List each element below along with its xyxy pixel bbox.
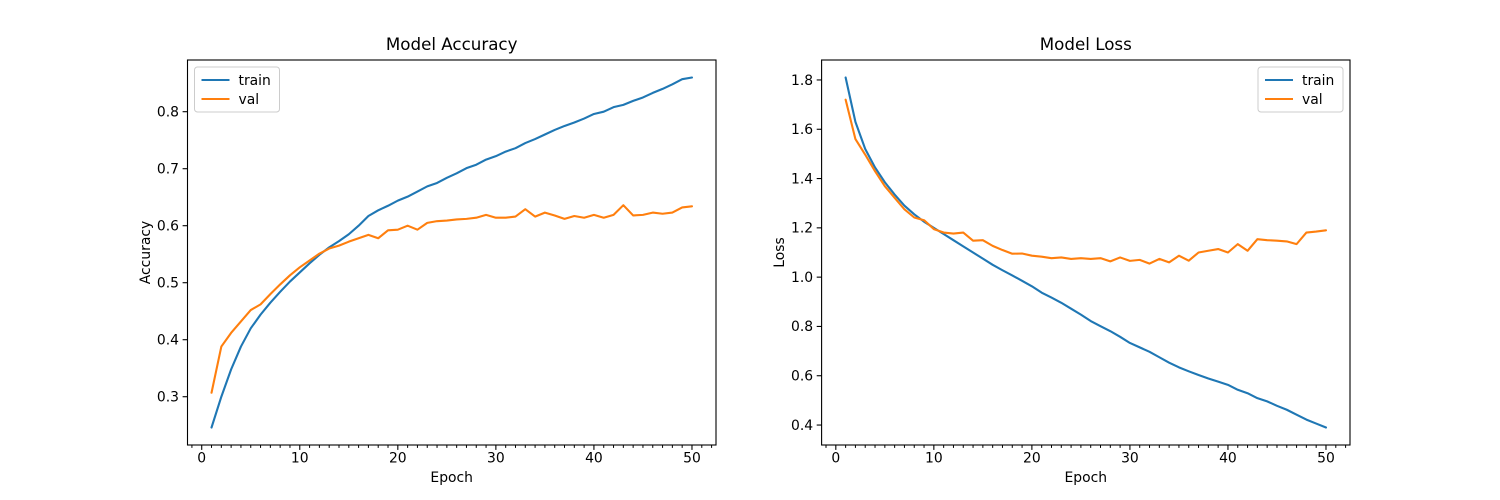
y-tick-label: 0.3 bbox=[157, 390, 179, 406]
accuracy-axes: 0 10 20 30 40 50 0.3 0.4 0.5 0.6 0.7 0.8 train val bbox=[157, 59, 717, 467]
x-tick-label: 50 bbox=[1317, 451, 1335, 467]
y-tick-label: 0.8 bbox=[791, 319, 813, 335]
legend: train val bbox=[1257, 66, 1344, 113]
val-line bbox=[844, 98, 1328, 265]
legend-train-label: train bbox=[1302, 73, 1334, 89]
x-tick-label: 0 bbox=[197, 451, 206, 467]
x-tick-label: 50 bbox=[683, 451, 701, 467]
x-tick-label: 10 bbox=[925, 451, 943, 467]
x-tick-label: 20 bbox=[389, 451, 407, 467]
y-tick-label: 1.8 bbox=[791, 73, 813, 89]
y-tick-label: 0.6 bbox=[157, 219, 179, 235]
y-tick-label: 0.5 bbox=[157, 276, 179, 292]
legend-train-label: train bbox=[239, 73, 271, 89]
y-tick-label: 0.7 bbox=[157, 162, 179, 178]
y-tick-label: 1.2 bbox=[791, 221, 813, 237]
y-tick-label: 0.6 bbox=[791, 369, 813, 385]
accuracy-chart-title: Model Accuracy bbox=[386, 34, 518, 54]
y-tick-label: 1.6 bbox=[791, 122, 813, 138]
plot-frame bbox=[186, 59, 717, 446]
x-tick-label: 30 bbox=[1121, 451, 1139, 467]
legend: train val bbox=[194, 66, 280, 113]
x-tick-label: 40 bbox=[585, 451, 603, 467]
train-line bbox=[210, 76, 694, 429]
train-line bbox=[844, 76, 1328, 429]
legend-box bbox=[1257, 66, 1344, 113]
loss-axes: 0 10 20 30 40 50 0.4 0.6 0.8 1.0 1.2 1.4 1.6 1.8 train… bbox=[791, 59, 1351, 467]
y-tick-label: 1.4 bbox=[791, 171, 813, 187]
x-tick-label: 20 bbox=[1023, 451, 1041, 467]
x-tick-label: 40 bbox=[1219, 451, 1237, 467]
val-line bbox=[210, 204, 694, 394]
loss-chart: 0 10 20 30 40 50 0.4 0.6 0.8 1.0 1.2 1.4 1.6 1.8 train… bbox=[772, 34, 1351, 486]
y-tick-label: 0.4 bbox=[157, 333, 179, 349]
y-tick-label: 1.0 bbox=[791, 270, 813, 286]
loss-y-axis-label: Loss bbox=[772, 237, 788, 267]
legend-val-label: val bbox=[239, 92, 260, 108]
loss-x-axis-label: Epoch bbox=[1065, 470, 1108, 486]
plot-frame bbox=[821, 59, 1351, 446]
accuracy-y-axis-label: Accuracy bbox=[138, 221, 154, 284]
y-tick-label: 0.4 bbox=[791, 418, 813, 434]
legend-val-label: val bbox=[1302, 92, 1323, 108]
accuracy-x-axis-label: Epoch bbox=[430, 470, 473, 486]
x-tick-label: 0 bbox=[831, 451, 840, 467]
loss-chart-title: Model Loss bbox=[1040, 34, 1132, 54]
y-tick-label: 0.8 bbox=[157, 105, 179, 121]
x-tick-label: 10 bbox=[291, 451, 309, 467]
x-tick-label: 30 bbox=[487, 451, 505, 467]
accuracy-chart: 0 10 20 30 40 50 0.3 0.4 0.5 0.6 0.7 0.8 train val Mo… bbox=[138, 34, 717, 486]
legend-box bbox=[194, 66, 280, 113]
